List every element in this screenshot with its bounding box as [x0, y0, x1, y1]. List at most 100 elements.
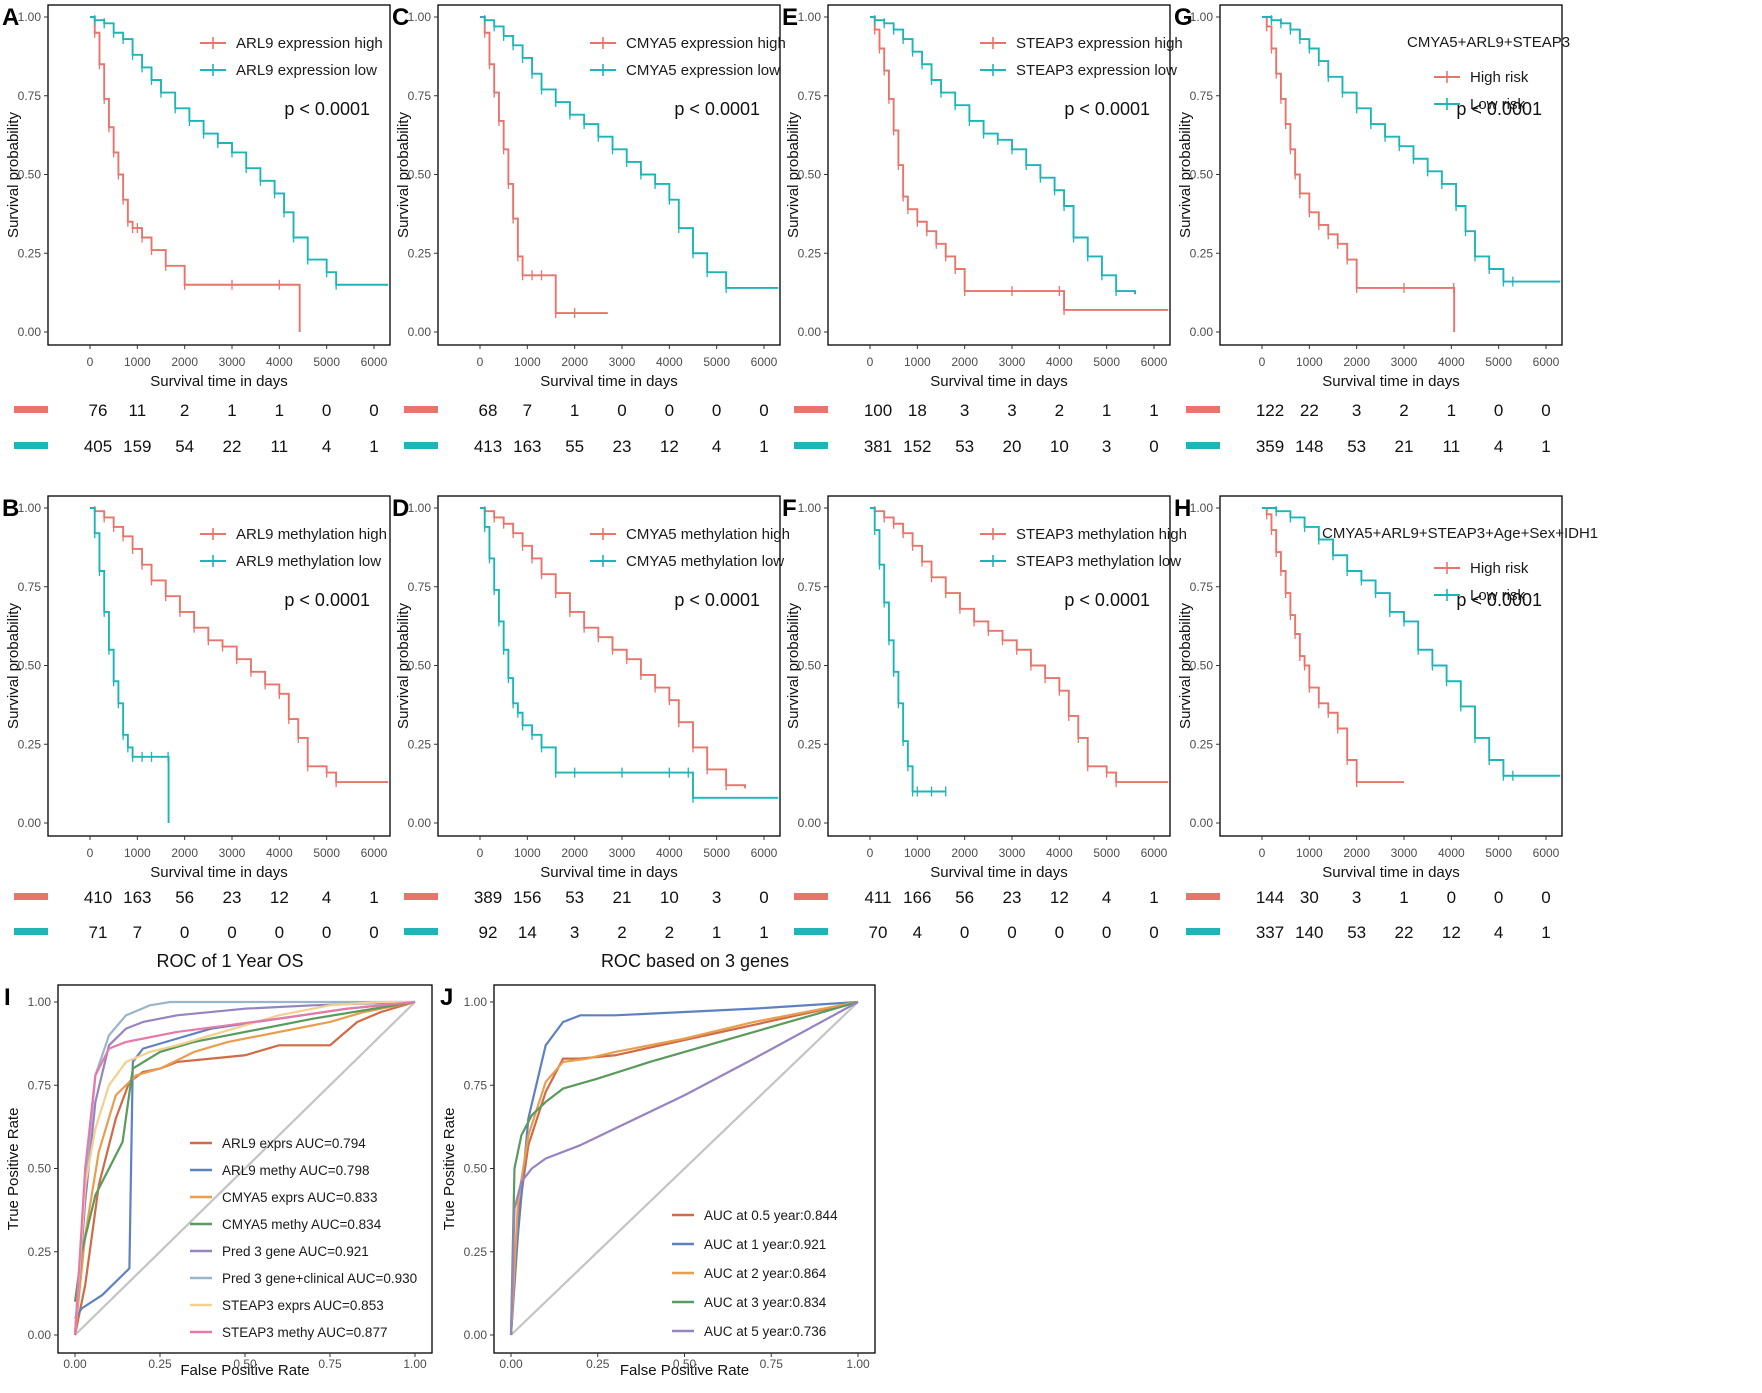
roc-curve — [73, 1000, 416, 1336]
y-tick-label: 1.00 — [408, 10, 432, 24]
risk-table-swatch — [1186, 406, 1220, 413]
y-tick-label: 1.00 — [1190, 501, 1214, 515]
risk-table-cell: 337 — [1256, 923, 1284, 942]
risk-table-cell: 1 — [712, 923, 721, 942]
risk-table-cell: 0 — [759, 888, 768, 907]
x-tick-label: 0.75 — [318, 1357, 342, 1371]
km-panel-F: F Survival probability 0.00 0.25 0.50 0.75 1.0… — [782, 495, 1187, 942]
y-tick-label: 1.00 — [28, 995, 52, 1009]
risk-table-cell: 71 — [89, 923, 108, 942]
km-panel-E: E Survival probability 0.00 0.25 0.50 0.75 1.0… — [782, 4, 1183, 456]
p-value: p < 0.0001 — [1456, 99, 1542, 119]
x-axis-title: Survival time in days — [150, 864, 288, 881]
risk-table-swatch — [404, 928, 438, 935]
risk-table-cell: 122 — [1256, 401, 1284, 420]
y-tick-label: 0.00 — [798, 816, 822, 830]
panel-label: I — [4, 984, 11, 1011]
risk-table-cell: 1 — [759, 923, 768, 942]
risk-table-cell: 0 — [1007, 923, 1016, 942]
y-tick-label: 0.50 — [28, 1162, 52, 1176]
y-tick-label: 0.50 — [798, 659, 822, 673]
risk-table-swatch — [404, 442, 438, 449]
risk-table-cell: 4 — [322, 888, 331, 907]
x-axis-title: Survival time in days — [930, 864, 1068, 881]
x-tick-label: 0.75 — [760, 1357, 784, 1371]
x-tick-label: 4000 — [1046, 846, 1073, 860]
risk-table-cell: 0 — [1149, 923, 1158, 942]
risk-table-cell: 411 — [864, 888, 891, 907]
risk-table-cell: 0 — [617, 401, 626, 420]
risk-table-cell: 0 — [180, 923, 189, 942]
y-tick-label: 0.00 — [18, 816, 42, 830]
y-tick-label: 0.25 — [18, 246, 42, 260]
risk-table-cell: 2 — [665, 923, 674, 942]
risk-table-cell: 14 — [518, 923, 537, 942]
risk-table-cell: 156 — [513, 888, 541, 907]
x-axis-title: False Positive Rate — [180, 1362, 309, 1379]
risk-table-cell: 0 — [1541, 888, 1550, 907]
y-tick-label: 0.50 — [1190, 659, 1214, 673]
y-tick-label: 1.00 — [1190, 10, 1214, 24]
risk-table-cell: 0 — [712, 401, 721, 420]
x-tick-label: 1000 — [1296, 355, 1323, 369]
y-tick-label: 0.25 — [28, 1245, 52, 1259]
y-axis-title: True Positive Rate — [441, 1108, 458, 1231]
risk-table-swatch — [1186, 893, 1220, 900]
panel-label: H — [1174, 495, 1191, 522]
y-tick-label: 0.00 — [1190, 325, 1214, 339]
x-tick-label: 6000 — [1141, 846, 1168, 860]
risk-table-cell: 140 — [1295, 923, 1323, 942]
x-tick-label: 6000 — [1533, 355, 1560, 369]
risk-table-cell: 20 — [1003, 437, 1022, 456]
roc-legend-entry: ARL9 exprs AUC=0.794 — [222, 1136, 366, 1151]
x-tick-label: 0 — [87, 846, 94, 860]
legend-entry: STEAP3 methylation low — [1016, 553, 1181, 570]
risk-table-cell: 54 — [175, 437, 194, 456]
risk-table-cell: 11 — [129, 401, 147, 420]
risk-table-cell: 76 — [89, 401, 108, 420]
risk-table-cell: 0 — [1494, 888, 1503, 907]
panel-label: D — [392, 495, 409, 522]
km-plot-frame — [1219, 4, 1563, 346]
risk-table-cell: 4 — [1102, 888, 1111, 907]
legend-entry: Low risk — [1470, 96, 1526, 113]
risk-table-swatch — [794, 893, 828, 900]
risk-table-cell: 405 — [84, 437, 112, 456]
risk-table-cell: 2 — [617, 923, 626, 942]
risk-table-swatch — [1186, 928, 1220, 935]
x-tick-label: 0 — [477, 355, 484, 369]
x-tick-label: 2000 — [951, 846, 978, 860]
y-tick-label: 0.25 — [464, 1245, 488, 1259]
y-axis-title: Survival probability — [5, 112, 22, 238]
x-tick-label: 1.00 — [403, 1357, 427, 1371]
legend-entry: High risk — [1470, 69, 1529, 86]
roc-curve — [73, 1000, 416, 1336]
risk-table-cell: 53 — [1347, 437, 1366, 456]
x-tick-label: 4000 — [1046, 355, 1073, 369]
x-tick-label: 0 — [477, 846, 484, 860]
survival-curve-high — [480, 507, 747, 789]
risk-table-cell: 12 — [1442, 923, 1461, 942]
risk-table-swatch — [14, 442, 48, 449]
x-tick-label: 0.25 — [148, 1357, 172, 1371]
risk-table-cell: 21 — [613, 888, 632, 907]
risk-table-cell: 2 — [1399, 401, 1408, 420]
risk-table-cell: 23 — [1003, 888, 1022, 907]
y-tick-label: 0.25 — [408, 737, 432, 751]
survival-curve-low — [1262, 507, 1561, 777]
risk-table-cell: 1 — [1541, 437, 1550, 456]
roc-legend-entry: CMYA5 exprs AUC=0.833 — [222, 1190, 377, 1205]
y-tick-label: 0.75 — [798, 89, 822, 103]
roc-legend-entry: AUC at 3 year:0.834 — [704, 1295, 827, 1310]
x-tick-label: 3000 — [1391, 846, 1418, 860]
y-tick-label: 0.25 — [1190, 737, 1214, 751]
roc-curve — [73, 1000, 416, 1302]
km-panel-A: A Survival probability 0.00 0.25 0.50 0.75 1.0… — [2, 4, 391, 456]
legend-entry: CMYA5 methylation high — [626, 526, 790, 543]
y-axis-title: Survival probability — [395, 603, 412, 729]
risk-table-cell: 1 — [1447, 401, 1456, 420]
roc-curve — [73, 1000, 415, 1336]
y-tick-label: 0.75 — [18, 89, 42, 103]
x-axis-title: Survival time in days — [540, 864, 678, 881]
